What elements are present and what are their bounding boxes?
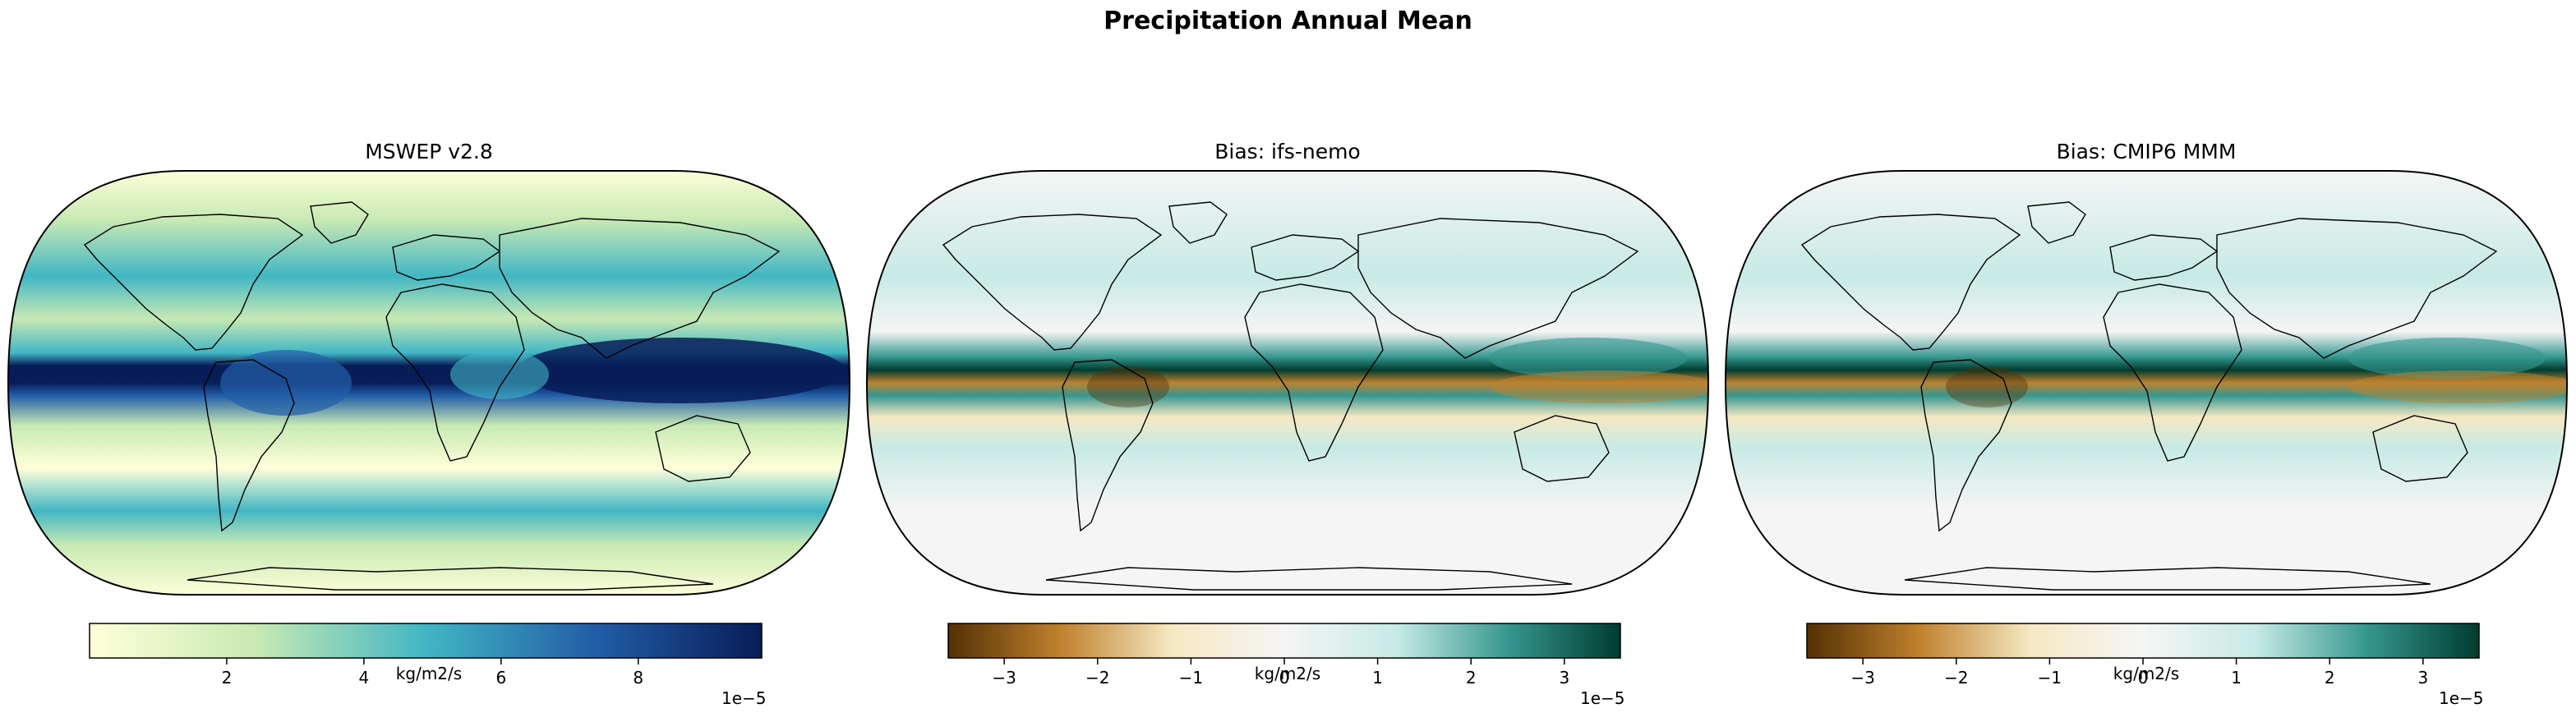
colorbar-tick-label: 0 [1279,668,1290,688]
colorbar-tick-label: −2 [1085,668,1109,688]
south-america-coastline [1920,359,2012,532]
australia-coastline [1514,415,1610,482]
colorbar-tick-label: 2 [1466,668,1477,688]
colorbar-gradient [947,623,1621,659]
colorbar-tick-label: 6 [495,668,506,688]
colorbar-tick-label: 3 [2417,668,2428,688]
colorbar-label: kg/m2/s [395,664,463,683]
field-anomaly [2348,370,2567,403]
south-america-coastline [1062,359,1154,532]
colorbar-tick-label: 2 [2325,668,2335,688]
colorbar-tick-label: −2 [1944,668,1968,688]
colorbar-offset-text: 1e−5 [1580,688,1625,708]
field-anomaly [220,350,352,416]
africa-coastline [385,283,525,462]
colorbar-tick-label: −3 [1850,668,1874,688]
field-anomaly [1087,366,1169,407]
map-border [1724,170,2569,596]
africa-coastline [1244,283,1384,462]
colorbar-tick-label: 4 [359,668,370,688]
antarctica-coastline [1045,567,1573,591]
antarctica-coastline [1904,567,2431,591]
greenland-coastline [1168,201,1228,244]
field-anomaly [1490,370,1708,403]
colorbar-tick-label: 8 [633,668,643,688]
map-mswep [7,170,851,596]
asia-coastline [499,218,781,359]
panel-title: Bias: CMIP6 MMM [2056,140,2237,163]
australia-coastline [2372,415,2468,482]
field-anomaly [450,350,549,399]
panel-ifs-nemo: Bias: ifs-nemo −3 −2 −1 0 1 2 3 kg/m2/s 1e−5 [865,140,1710,708]
europe-coastline [2109,234,2219,281]
north-america-coastline [83,214,304,351]
colorbar-ifs-nemo: −3 −2 −1 0 1 2 3 [947,623,1621,688]
colorbar-mswep: 2 4 6 8 [89,623,763,688]
colorbar-tick-label: 1 [2231,668,2242,688]
figure-title: Precipitation Annual Mean [1104,7,1472,35]
north-america-coastline [942,214,1163,351]
north-america-coastline [1800,214,2021,351]
panel-title: Bias: ifs-nemo [1214,140,1361,163]
colorbar-gradient [1806,623,2480,659]
antarctica-coastline [187,567,714,591]
australia-coastline [655,415,751,482]
greenland-coastline [2027,201,2086,244]
africa-coastline [2103,283,2242,462]
europe-coastline [392,234,501,281]
colorbar-offset-text: 1e−5 [721,688,767,708]
colorbar-tick-label: −3 [992,668,1016,688]
colorbar-tick-label: 3 [1559,668,1569,688]
panel-title: MSWEP v2.8 [365,140,493,163]
panel-mswep: MSWEP v2.8 2 4 6 8 kg/m2/s 1e−5 [7,140,851,708]
asia-coastline [1357,218,1639,359]
panel-cmip6: Bias: CMIP6 MMM −3 −2 −1 0 1 2 3 kg/m2/s 1e−5 [1724,140,2569,708]
map-border [865,170,1710,596]
colorbar-tick-label: 2 [222,668,233,688]
field-anomaly [2348,338,2546,379]
colorbar-label: kg/m2/s [2113,664,2180,683]
colorbar-cmip6: −3 −2 −1 0 1 2 3 [1806,623,2480,688]
colorbar-tick-label: −1 [2038,668,2062,688]
colorbar-offset-text: 1e−5 [2439,688,2484,708]
colorbar-gradient [89,623,763,659]
field-anomaly [516,338,845,403]
map-ifs-nemo [865,170,1710,596]
field-anomaly [1946,366,2028,407]
map-border [7,170,851,596]
greenland-coastline [310,201,369,244]
colorbar-tick-label: 0 [2138,668,2149,688]
field-anomaly [1490,338,1687,379]
colorbar-label: kg/m2/s [1254,664,1321,683]
colorbar-tick-label: 1 [1372,668,1383,688]
europe-coastline [1251,234,1360,281]
colorbar-tick-label: −1 [1179,668,1203,688]
south-america-coastline [203,359,295,532]
asia-coastline [2216,218,2498,359]
map-cmip6 [1724,170,2569,596]
